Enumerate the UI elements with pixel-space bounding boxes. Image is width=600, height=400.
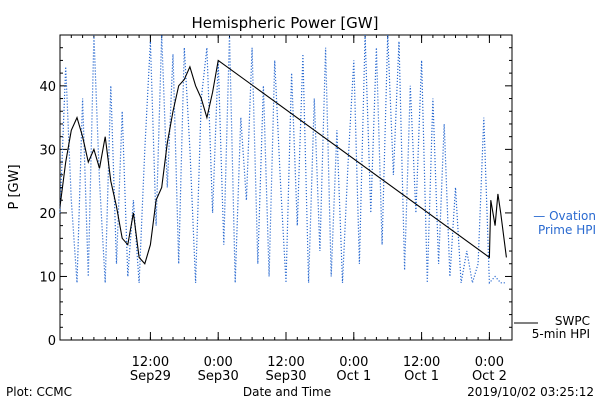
legend-swpc-line2: 5-min HPI [532,327,590,341]
x-tick-label-date: Oct 1 [336,369,371,384]
legend-ovation-line2: Prime HPI [538,223,596,237]
x-tick-label-time: 12:00 [267,355,304,370]
y-axis: 0 10 20 30 40 [39,34,512,349]
y-tick-label: 40 [39,80,56,95]
x-tick-label-time: 0:00 [339,355,368,370]
chart-title: Hemispheric Power [GW] [192,14,379,32]
x-axis-label: Date and Time [243,385,331,399]
plot-frame [59,34,513,341]
series-layer [59,34,507,285]
x-tick-label-time: 12:00 [132,355,169,370]
x-tick-label-time: 12:00 [403,355,440,370]
y-tick-label: 20 [39,207,56,222]
legend-ovation-line1: — Ovation [533,209,596,223]
x-tick-label-time: 0:00 [475,355,504,370]
footer-plot-credit: Plot: CCMC [6,385,72,399]
swpc-hpi-line [59,59,507,265]
footer-timestamp: 2019/10/02 03:25:12 [467,385,594,399]
y-axis-label: P [GW] [7,164,22,209]
legend-swpc-line1: SWPC [555,314,590,328]
ovation-prime-hpi-line [59,34,507,285]
x-tick-label-date: Sep29 [130,369,171,384]
x-tick-label-date: Sep30 [198,369,239,384]
x-tick-label-time: 0:00 [204,355,233,370]
x-tick-label-date: Oct 1 [404,369,439,384]
y-tick-label: 30 [39,143,56,158]
y-tick-label: 10 [39,270,56,285]
legend: — Ovation Prime HPI SWPC 5-min HPI [514,209,596,341]
y-tick-label: 0 [48,334,56,349]
x-tick-label-date: Oct 2 [472,369,507,384]
x-tick-label-date: Sep30 [265,369,306,384]
